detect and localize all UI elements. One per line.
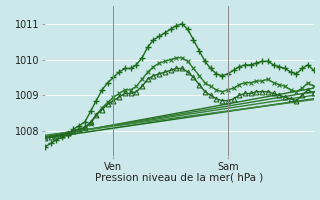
X-axis label: Pression niveau de la mer( hPa ): Pression niveau de la mer( hPa )	[95, 173, 263, 183]
